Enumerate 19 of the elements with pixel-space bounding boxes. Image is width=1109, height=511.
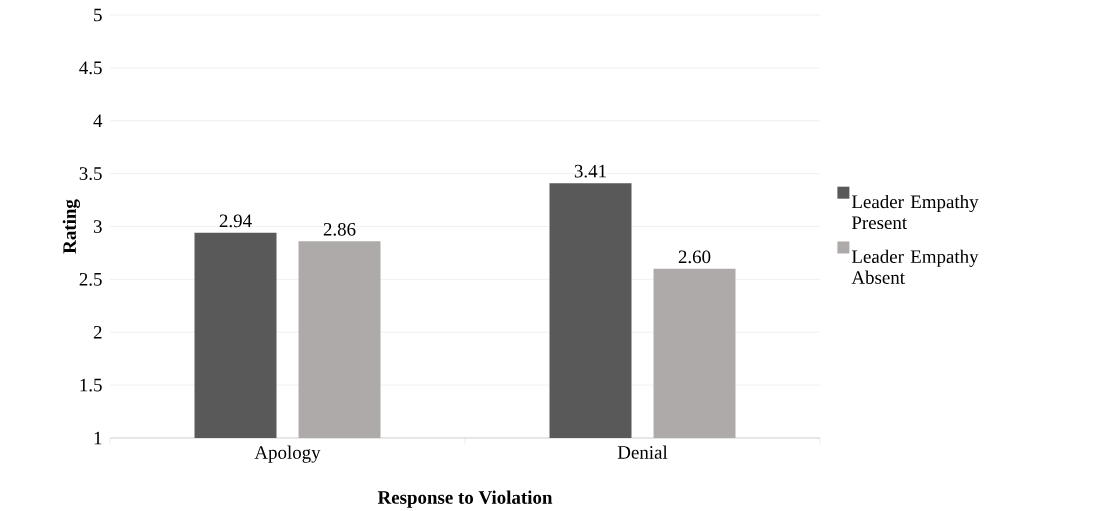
- data-label: 2.94: [219, 214, 252, 228]
- y-tick-label: 4: [93, 114, 103, 127]
- x-tick-label: Apology: [254, 445, 321, 463]
- y-tick-label: 2: [93, 325, 102, 339]
- y-tick-label: 4.5: [79, 61, 102, 75]
- y-tick-label: 5: [94, 8, 102, 22]
- y-axis-title: Rating: [62, 199, 80, 254]
- data-label: 2.86: [323, 222, 356, 236]
- x-axis-title: Response to Violation: [377, 490, 553, 508]
- y-tick-label: 1.5: [80, 378, 102, 392]
- y-tick-label: 1: [94, 431, 102, 445]
- legend-label: Leader Empathy Present: [851, 194, 979, 230]
- data-label: 3.41: [574, 164, 606, 178]
- x-tick-label: Denial: [617, 445, 668, 459]
- legend-label: Leader Empathy Absent: [851, 249, 979, 284]
- y-tick-label: 3.5: [79, 167, 102, 180]
- y-tick-label: 2.5: [79, 272, 102, 286]
- data-label: 2.60: [678, 250, 711, 264]
- y-tick-label: 3: [93, 220, 102, 233]
